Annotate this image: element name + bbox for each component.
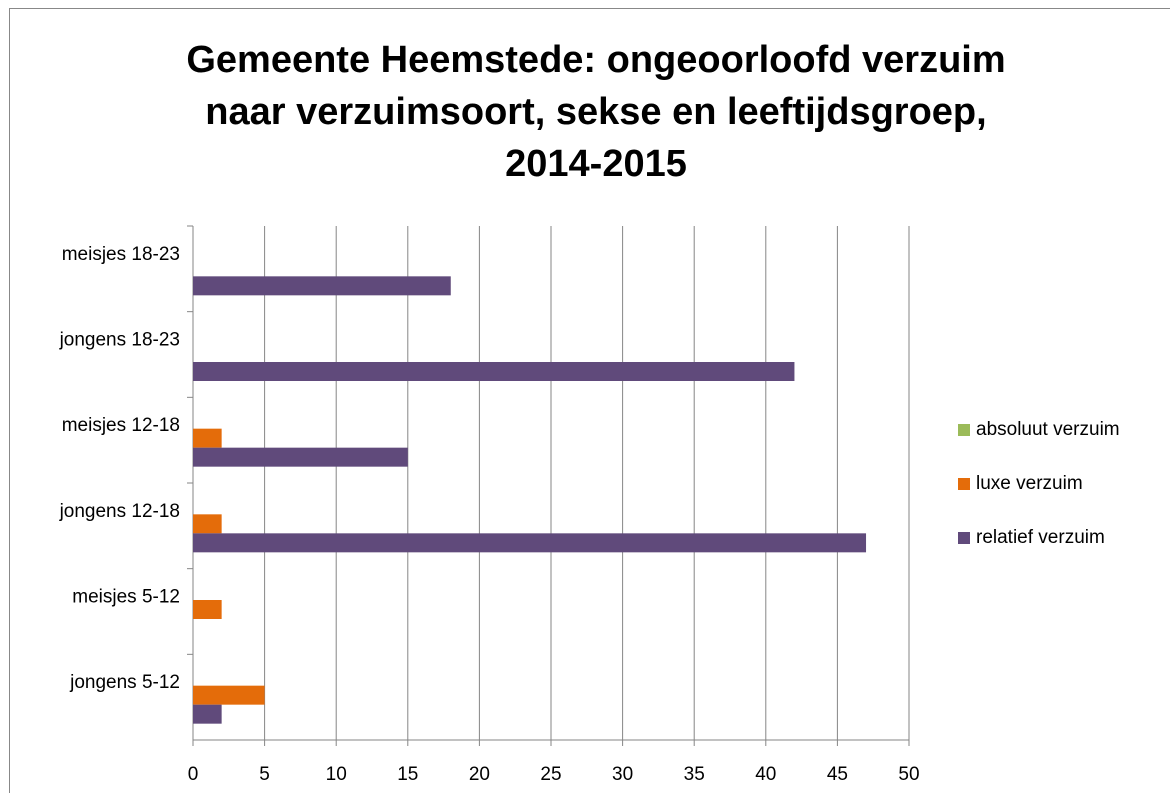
chart-frame (9, 8, 1170, 793)
x-tick-label: 25 (540, 764, 561, 785)
bar (193, 704, 222, 724)
x-tick-label: 45 (827, 764, 848, 785)
x-tick-label: 40 (755, 764, 776, 785)
bar (193, 362, 795, 381)
y-tick-label: meisjes 12-18 (62, 415, 180, 436)
x-tick-label: 35 (684, 764, 705, 785)
chart-title: naar verzuimsoort, sekse en leeftijdsgro… (205, 91, 986, 133)
bar (193, 514, 222, 534)
legend-label: absoluut verzuim (976, 419, 1120, 440)
x-tick-label: 15 (397, 764, 418, 785)
y-tick-label: jongens 5-12 (69, 672, 180, 693)
x-tick-label: 20 (469, 764, 490, 785)
legend-swatch (958, 424, 970, 436)
x-tick-label: 5 (259, 764, 270, 785)
y-tick-label: meisjes 18-23 (62, 244, 180, 265)
legend-label: relatief verzuim (976, 527, 1105, 548)
chart-title: 2014-2015 (505, 143, 687, 185)
y-tick-label: meisjes 5-12 (72, 587, 180, 608)
bar (193, 685, 265, 705)
x-tick-label: 30 (612, 764, 633, 785)
bar (193, 447, 408, 467)
bar (193, 533, 867, 553)
chart-title: Gemeente Heemstede: ongeoorloofd verzuim (186, 39, 1005, 81)
bar (193, 276, 451, 296)
legend-swatch (958, 478, 970, 490)
legend-label: luxe verzuim (976, 473, 1083, 494)
x-tick-label: 50 (898, 764, 919, 785)
legend-swatch (958, 532, 970, 544)
bar (193, 428, 222, 448)
y-tick-label: jongens 12-18 (59, 501, 180, 522)
y-tick-label: jongens 18-23 (59, 330, 180, 351)
x-tick-label: 0 (188, 764, 199, 785)
bar (193, 600, 222, 619)
x-tick-label: 10 (326, 764, 347, 785)
